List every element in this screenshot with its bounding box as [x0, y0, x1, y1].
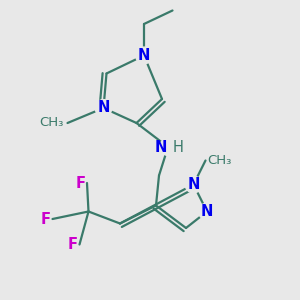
Circle shape [95, 100, 112, 116]
Text: F: F [41, 212, 51, 226]
Text: F: F [76, 176, 85, 190]
Text: CH₃: CH₃ [207, 154, 231, 167]
Text: N: N [97, 100, 110, 116]
Circle shape [160, 139, 176, 155]
Text: H: H [172, 140, 183, 154]
Text: N: N [201, 204, 213, 219]
Text: F: F [68, 237, 78, 252]
Circle shape [185, 176, 202, 193]
Text: N: N [187, 177, 200, 192]
Text: N: N [154, 140, 167, 154]
Text: N: N [138, 48, 150, 63]
Circle shape [136, 47, 152, 64]
Text: CH₃: CH₃ [40, 116, 64, 130]
Circle shape [199, 203, 215, 220]
